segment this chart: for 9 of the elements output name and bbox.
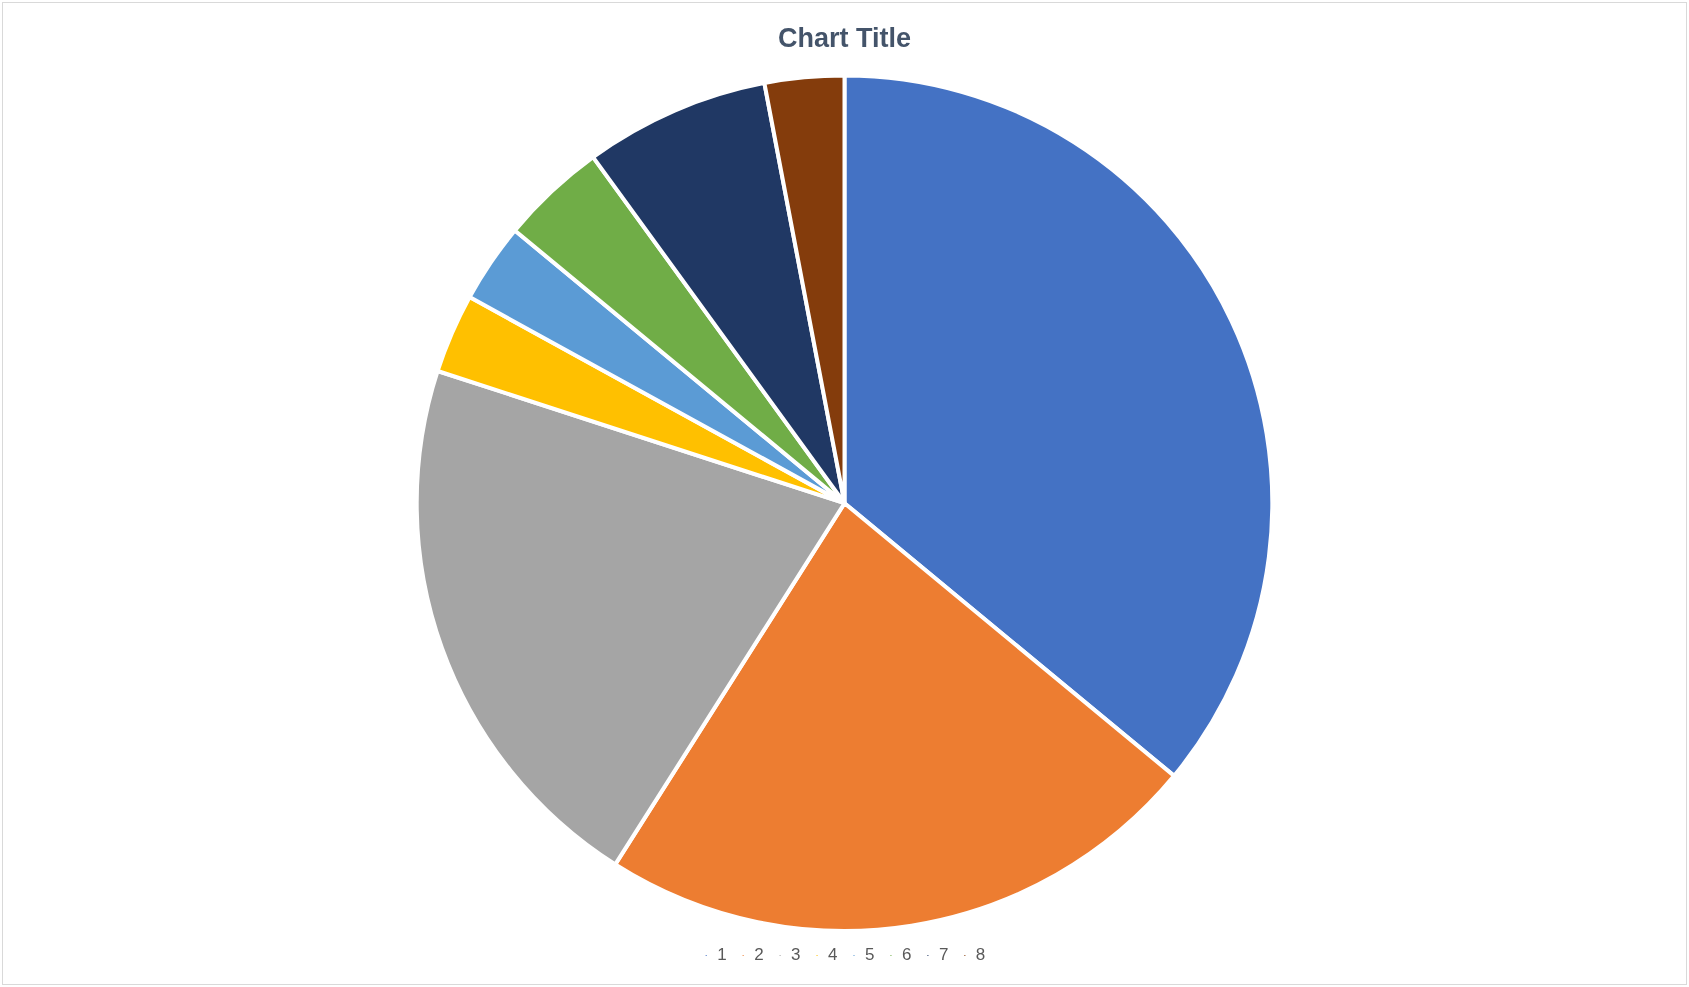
legend-label: 5 xyxy=(865,945,875,965)
legend-label: 1 xyxy=(717,945,727,965)
legend-label: 7 xyxy=(938,945,949,965)
legend-label: 6 xyxy=(901,945,912,965)
legend-label: 3 xyxy=(791,945,801,965)
chart-title: Chart Title xyxy=(777,22,912,53)
legend-label: 4 xyxy=(828,945,838,965)
legend-label: 2 xyxy=(754,945,764,965)
legend-label: 8 xyxy=(975,945,986,965)
